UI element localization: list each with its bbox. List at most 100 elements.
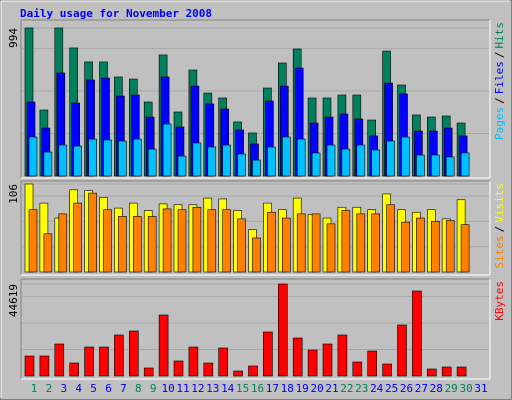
bar <box>237 153 246 177</box>
x-tick-label: 3 <box>60 382 67 395</box>
bar <box>416 217 425 273</box>
bar <box>43 151 53 177</box>
bar <box>456 366 467 377</box>
bar <box>430 154 440 177</box>
bar <box>58 213 68 273</box>
bar <box>326 223 336 273</box>
x-tick-label: 31 <box>474 382 487 395</box>
bar <box>352 361 363 377</box>
bar <box>233 370 243 377</box>
x-tick-label: 18 <box>281 382 294 395</box>
bar <box>158 314 169 377</box>
bar <box>307 349 318 377</box>
bar <box>341 148 351 177</box>
panel <box>21 279 490 379</box>
bar <box>103 139 112 177</box>
bar <box>28 209 38 273</box>
bar <box>39 355 50 377</box>
bar <box>426 368 437 377</box>
x-tick-label: 19 <box>296 382 309 395</box>
x-tick-label: 16 <box>251 382 264 395</box>
legend-separator: / <box>493 52 506 59</box>
legend: Sites / Visits <box>493 183 506 269</box>
legend-entry: Pages <box>493 107 506 140</box>
bar <box>356 213 366 273</box>
x-tick-label: 23 <box>355 382 368 395</box>
bar <box>401 221 410 273</box>
bar <box>386 140 395 177</box>
x-tick-label: 30 <box>459 382 472 395</box>
x-tick-label: 20 <box>310 382 323 395</box>
bar <box>147 216 157 273</box>
bar <box>24 355 35 377</box>
legend-separator: / <box>493 97 506 104</box>
bar <box>397 324 407 377</box>
x-tick-label: 26 <box>400 382 413 395</box>
y-tick-label: 994 <box>7 28 20 48</box>
x-tick-label: 27 <box>415 382 428 395</box>
bar <box>281 217 291 273</box>
bar <box>84 346 94 377</box>
bar <box>28 136 38 177</box>
x-tick-label: 12 <box>191 382 204 395</box>
y-tick-label: 44619 <box>7 284 20 317</box>
bar <box>311 152 321 177</box>
bar <box>341 210 351 273</box>
x-tick-label: 29 <box>445 382 458 395</box>
bar <box>292 337 303 377</box>
bar <box>441 366 452 377</box>
bar <box>177 209 187 273</box>
bar <box>445 156 455 177</box>
bar <box>129 330 139 377</box>
bar <box>281 136 291 177</box>
bar <box>177 155 187 177</box>
bar <box>207 146 217 177</box>
x-tick-label: 4 <box>75 382 82 395</box>
bar <box>367 350 378 377</box>
bar <box>311 213 321 273</box>
bar <box>277 283 288 377</box>
x-tick-label: 11 <box>176 382 189 395</box>
legend-entry: Visits <box>493 183 506 223</box>
x-tick-label: 21 <box>325 382 338 395</box>
bar <box>412 290 422 377</box>
legend-entry: Hits <box>493 22 506 49</box>
y-tick-label: 106 <box>7 184 20 204</box>
bar <box>188 346 199 377</box>
x-tick-label: 22 <box>340 382 353 395</box>
legend-entry: Sites <box>493 235 506 268</box>
bar <box>460 224 470 273</box>
bar <box>133 138 142 177</box>
x-tick-label: 8 <box>135 382 142 395</box>
legend: KBytes <box>493 281 506 321</box>
bar <box>88 192 97 273</box>
bar <box>147 148 157 177</box>
bar <box>118 140 127 177</box>
x-tick-label: 5 <box>90 382 97 395</box>
bar <box>296 213 306 273</box>
x-tick-label: 6 <box>105 382 112 395</box>
bar <box>118 216 127 273</box>
bar <box>416 154 425 177</box>
bar <box>356 144 366 177</box>
bar <box>99 346 109 377</box>
x-tick-label: 10 <box>161 382 174 395</box>
bar <box>252 237 261 273</box>
legend: Pages / Files / Hits <box>493 22 506 140</box>
bar <box>73 202 82 273</box>
bar <box>222 144 231 177</box>
bar <box>54 343 65 377</box>
x-tick-label: 2 <box>46 382 53 395</box>
x-tick-label: 1 <box>31 382 38 395</box>
legend-entry: Files <box>493 61 506 94</box>
bar <box>192 142 202 177</box>
bar <box>237 218 246 273</box>
bar <box>207 209 217 273</box>
bar <box>460 152 470 177</box>
bar <box>69 362 79 377</box>
bar <box>382 363 392 377</box>
bar <box>371 149 381 177</box>
bar <box>267 146 276 177</box>
bar <box>114 334 124 377</box>
